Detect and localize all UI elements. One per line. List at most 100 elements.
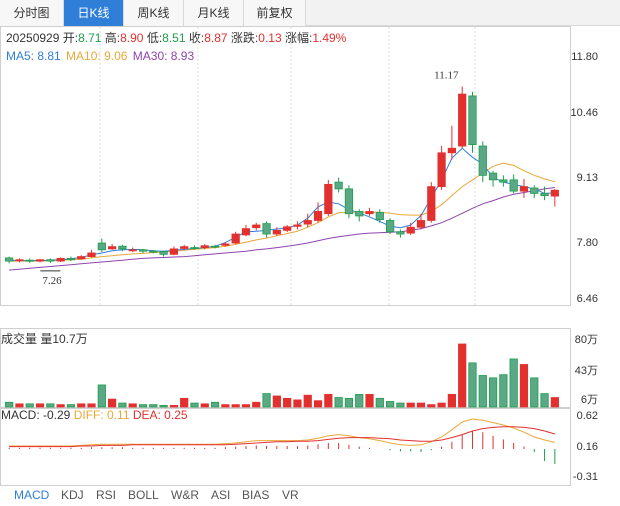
indicator-tab-bias[interactable]: BIAS [242,488,270,502]
candle-down [344,188,354,215]
candle-up [35,259,45,262]
candle-up [293,224,302,227]
candle-down [386,220,395,233]
diff-value: DIFF: 0.11 [73,408,130,422]
tab-forward-adjusted[interactable]: 前复权 [244,0,306,26]
candle-up [252,224,261,229]
tab-weekly-k[interactable]: 周K线 [124,0,184,26]
candle-down [138,249,148,252]
volume-bar [138,404,148,408]
candle-down [97,242,106,251]
chart-period-tabs: 分时图 日K线 周K线 月K线 前复权 [0,0,620,26]
price-tick: 7.80 [576,237,598,249]
volume-bar [200,403,209,408]
indicator-tab-macd[interactable]: MACD [14,488,50,502]
indicator-tab-kdj[interactable]: KDJ [61,488,84,502]
volume-bar [46,403,55,408]
candle-up [221,243,230,246]
volume-bar [313,400,323,408]
volume-bar [530,377,539,408]
candle-down [25,259,34,262]
candle-down [46,259,55,262]
volume-bar [5,401,14,408]
low-label: 低: [146,31,163,45]
volume-bar [540,393,549,408]
indicator-tab-boll[interactable]: BOLL [128,488,159,502]
candle-up [169,248,178,255]
volume-bar [406,402,415,408]
candle-up [458,93,467,147]
ma30-legend: MA30: 8.93 [132,49,195,63]
volume-bar [468,362,477,408]
open-label: 开: [62,31,79,45]
high-value: 8.90 [120,31,144,45]
macd-tick: -0.31 [572,471,598,483]
candle-down [488,172,498,181]
volume-bar [180,397,189,408]
volume-tick: 6万 [580,394,598,406]
min-price-annotation: 7.26 [42,275,62,287]
high-label: 高: [104,31,121,45]
macd-tick: 0.16 [576,441,598,453]
ma30-line [9,187,555,271]
candle-down [118,245,127,250]
volume-bar [272,395,281,408]
ma10-legend: MA10: 9.06 [66,49,128,63]
candle-down [468,95,477,146]
indicator-tab-wr[interactable]: W&R [171,488,199,502]
candle-up [365,211,374,215]
macd-legend: MACD: -0.29 DIFF: 0.11 DEA: 0.25 [1,408,188,422]
volume-bar [210,401,220,408]
volume-bar [344,397,354,408]
volume-bar [488,377,498,408]
candle-up [427,186,436,221]
candle-up [128,249,137,252]
candle-up [77,256,86,260]
volume-bar [334,397,343,408]
volume-bar [241,404,251,408]
ma5-line [9,147,555,262]
candle-up [108,246,117,250]
volume-bar [519,364,529,408]
volume-bar [499,374,508,408]
candle-down [149,250,158,253]
volume-bar [252,401,261,408]
volume-bar [66,404,76,408]
pct-label: 涨幅: [284,31,313,45]
volume-bar [25,403,34,408]
candle-down [478,145,487,176]
tab-intraday[interactable]: 分时图 [0,0,64,26]
volume-bar [293,399,302,408]
candle-down [334,181,343,190]
macd-tick: 0.62 [576,410,598,422]
indicator-tab-rsi[interactable]: RSI [96,488,117,502]
indicator-tab-asi[interactable]: ASI [211,488,231,502]
volume-bar [221,404,230,408]
tab-monthly-k[interactable]: 月K线 [184,0,244,26]
volume-bar [190,402,199,408]
candle-up [87,252,96,257]
volume-bar [56,404,65,408]
candle-up [519,186,529,192]
candle-up [283,226,292,231]
indicator-tab-vr[interactable]: VR [282,488,299,502]
volume-bar [458,343,467,408]
candle-up [550,189,559,197]
candle-up [416,220,426,228]
candle-up [437,152,446,188]
volume-bar [416,402,426,408]
candle-down [159,251,168,255]
volume-bar [550,397,559,408]
volume-bar [447,393,456,408]
candle-down [355,211,364,217]
low-value: 8.51 [162,31,186,45]
tab-daily-k[interactable]: 日K线 [64,0,124,26]
volume-bar [375,397,384,408]
volume-bar [396,402,405,408]
pct-value: 1.49% [312,31,347,45]
price-tick: 11.80 [571,51,598,63]
candle-up [324,183,333,215]
close-value: 8.87 [204,31,228,45]
macd-value: MACD: -0.29 [1,408,71,422]
